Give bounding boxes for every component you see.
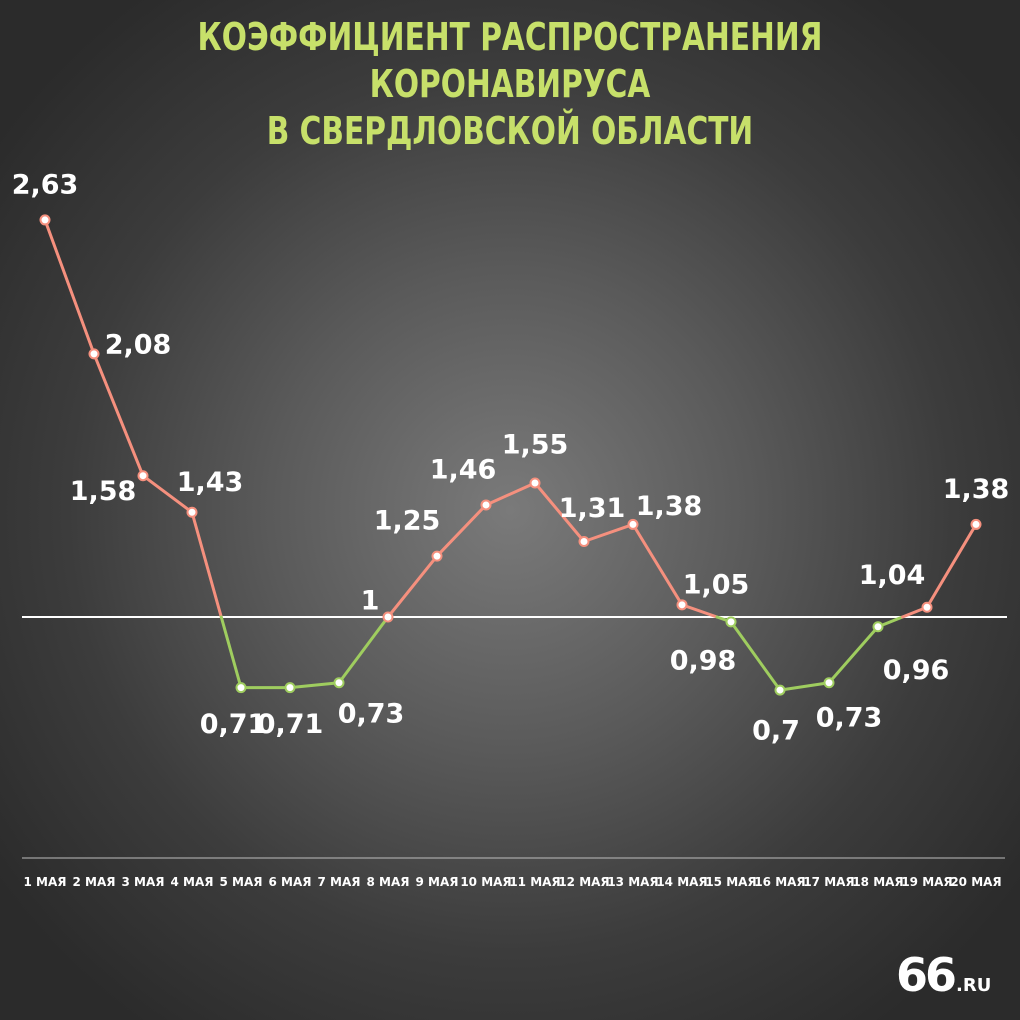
x-tick-label: 16 МАЯ [754,875,805,889]
data-point [774,684,786,696]
data-point [823,677,835,689]
data-label: 2,08 [105,329,172,360]
data-point [186,506,198,518]
series-line-segment [288,681,341,690]
series-line-segment [43,218,96,356]
data-point [578,535,590,547]
logo-number: 66 [896,948,957,1002]
data-point [431,550,443,562]
data-label: 0,96 [883,655,950,686]
x-tick-label: 9 МАЯ [416,875,459,889]
data-label: 0,71 [257,709,324,740]
x-tick-label: 8 МАЯ [367,875,410,889]
series-line-segment [680,603,719,619]
data-point [872,621,884,633]
data-label: 2,63 [12,169,79,200]
x-tick-label: 15 МАЯ [705,875,756,889]
series-line-segment [190,510,223,619]
x-tick-label: 13 МАЯ [607,875,658,889]
data-point [39,214,51,226]
data-label: 1,25 [374,506,441,537]
data-point [382,611,394,623]
logo-suffix: .RU [956,975,992,996]
data-point [333,677,345,689]
x-tick-label: 5 МАЯ [220,875,263,889]
data-point [627,518,639,530]
series-line-segment [827,625,880,685]
data-label: 1,31 [559,493,626,524]
x-tick-label: 3 МАЯ [122,875,165,889]
chart-title-line-1: КОЭФФИЦИЕНТ РАСПРОСТРАНЕНИЯ КОРОНАВИРУСА [197,15,823,106]
chart-title-line-2: В СВЕРДЛОВСКОЙ ОБЛАСТИ [266,109,754,153]
x-tick-label: 17 МАЯ [803,875,854,889]
data-label: 1 [361,586,380,617]
chart-title: КОЭФФИЦИЕНТ РАСПРОСТРАНЕНИЯ КОРОНАВИРУСА… [112,14,908,155]
series-line-segment [337,615,390,685]
data-label: 1,55 [502,430,569,461]
x-tick-label: 10 МАЯ [460,875,511,889]
series-line-segment [778,681,831,692]
series-line-segment [435,503,488,558]
x-tick-label: 20 МАЯ [950,875,1001,889]
data-label: 0,7 [752,716,800,747]
data-point [970,518,982,530]
data-label: 0,71 [200,709,267,740]
series-line-segment [729,620,782,692]
data-point [676,599,688,611]
data-label: 1,38 [943,474,1010,505]
series-line-segment [533,481,586,543]
x-tick-label: 19 МАЯ [901,875,952,889]
data-label: 1,46 [430,454,497,485]
data-point [284,682,296,694]
x-tick-label: 18 МАЯ [852,875,903,889]
data-point [235,682,247,694]
data-label: 0,98 [670,645,737,676]
data-point [921,601,933,613]
data-label: 1,04 [859,560,926,591]
series-line-segment [141,474,194,514]
x-tick-label: 2 МАЯ [73,875,116,889]
x-tick-label: 1 МАЯ [24,875,67,889]
data-label: 1,43 [177,467,244,498]
x-tick-label: 11 МАЯ [509,875,560,889]
series-line-segment [92,352,145,478]
data-point [480,499,492,511]
series-line-segment [484,481,537,507]
data-label: 1,38 [636,491,703,522]
series-line-segment [582,522,635,543]
data-point [529,477,541,489]
data-point [725,616,737,628]
series-line-segment [631,522,684,607]
x-tick-label: 6 МАЯ [269,875,312,889]
x-tick-label: 12 МАЯ [558,875,609,889]
data-point [137,470,149,482]
series-line-segment [219,615,243,690]
data-label: 1,58 [70,476,137,507]
site-logo: 66 .RU [896,948,991,1002]
x-tick-label: 7 МАЯ [318,875,361,889]
series-line-segment [386,554,439,619]
x-tick-label: 4 МАЯ [171,875,214,889]
x-tick-label: 14 МАЯ [656,875,707,889]
data-point [88,348,100,360]
data-label: 0,73 [338,698,405,729]
data-label: 0,73 [816,702,883,733]
series-line-segment [925,522,978,609]
data-label: 1,05 [683,569,750,600]
